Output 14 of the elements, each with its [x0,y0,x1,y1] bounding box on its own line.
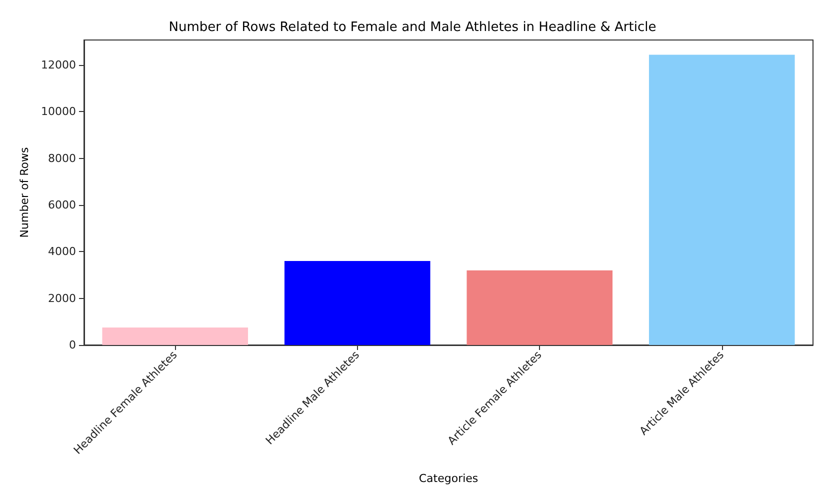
bar [102,328,248,345]
x-axis-title: Categories [418,472,478,485]
y-tick-label: 8000 [48,152,76,165]
y-tick-label: 0 [69,338,76,352]
bar [648,54,795,345]
y-tick-label: 10000 [41,105,76,118]
chart-title: Number of Rows Related to Female and Male Athletes in Headline & Article [168,20,656,35]
y-tick-label: 2000 [48,292,76,305]
bar [466,270,613,345]
y-axis-title: Number of Rows [18,147,32,238]
y-tick-label: 4000 [48,245,76,258]
y-tick-label: 6000 [48,198,76,212]
bar [284,260,430,345]
y-tick-label: 12000 [41,58,76,72]
